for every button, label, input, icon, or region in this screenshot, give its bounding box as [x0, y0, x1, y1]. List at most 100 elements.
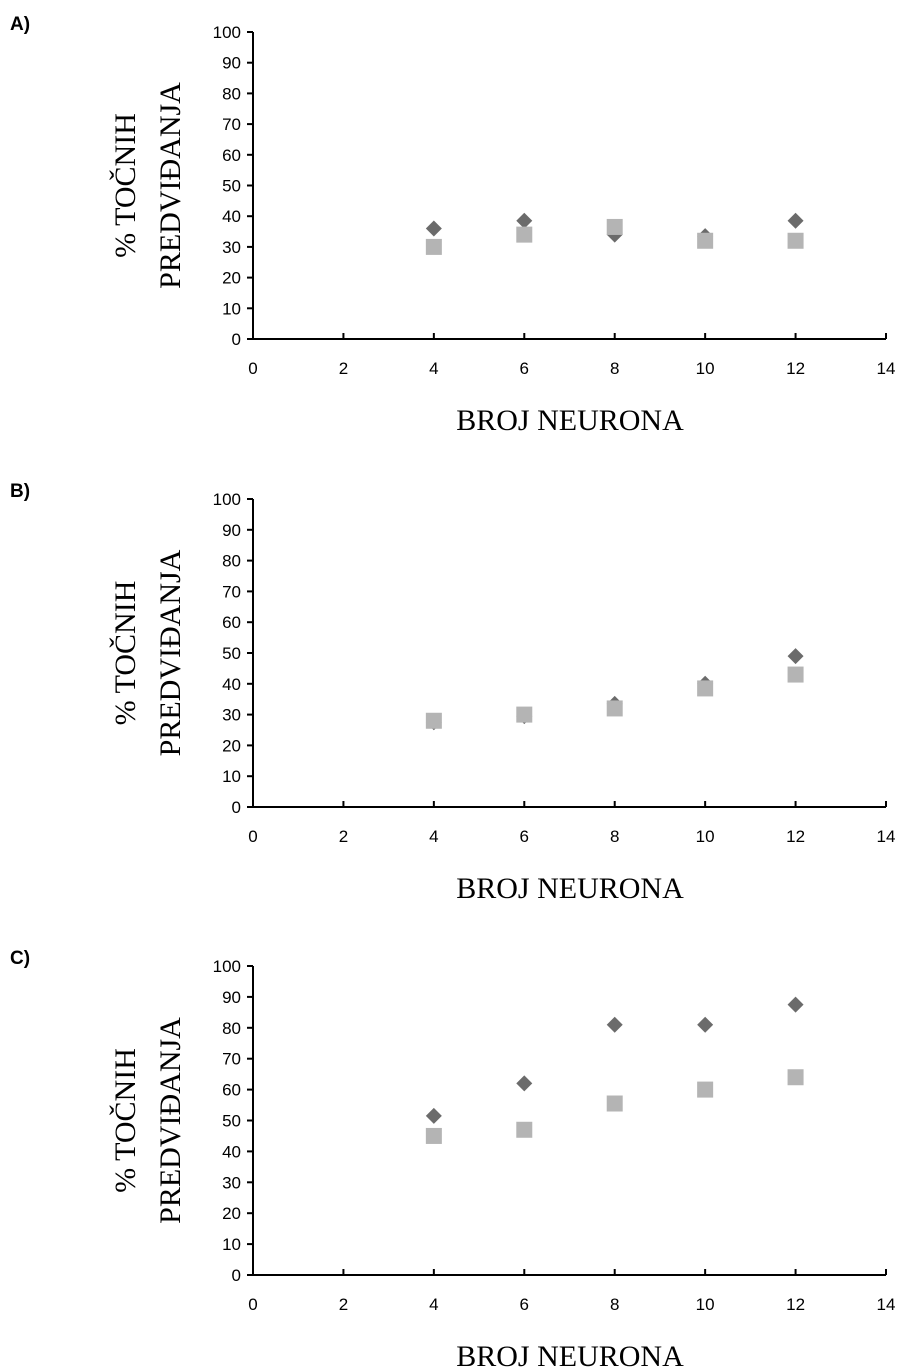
data-point-square: [787, 666, 804, 683]
y-axis-title-line: % TOČNIH: [109, 113, 142, 258]
chart-panel-c: C) 0 10 20 30 40 50 60 70 80 90 100 0 2 4 6 8 10 12 14 BROJ …: [10, 948, 895, 1369]
panel-label: B): [10, 481, 30, 502]
data-point-square: [787, 1069, 804, 1086]
y-tick-label: 10: [222, 767, 241, 786]
y-tick-label: 50: [222, 644, 241, 663]
y-tick-label: 30: [222, 1173, 241, 1192]
data-point-diamond: [606, 1016, 623, 1033]
data-point-diamond: [516, 212, 533, 229]
x-tick-label: 0: [248, 827, 257, 846]
x-tick-label: 10: [696, 359, 715, 378]
x-axis-title: BROJ NEURONA: [456, 404, 684, 437]
y-tick-label: 20: [222, 736, 241, 755]
x-axis-title: BROJ NEURONA: [456, 1340, 684, 1369]
x-tick-label: 12: [786, 827, 805, 846]
data-point-square: [697, 232, 714, 249]
data-point-square: [425, 238, 442, 255]
y-tick-label: 30: [222, 238, 241, 257]
y-tick-label: 80: [222, 84, 241, 103]
x-tick-label: 6: [520, 827, 529, 846]
panel-label: A): [10, 14, 30, 35]
x-tick-label: 14: [877, 359, 896, 378]
data-point-square: [787, 232, 804, 249]
y-axis-title-line: PREDVIĐANJA: [154, 82, 187, 289]
x-tick-label: 14: [877, 827, 896, 846]
x-tick-label: 2: [339, 1295, 348, 1314]
y-tick-label: 80: [222, 552, 241, 571]
y-tick-label: 30: [222, 706, 241, 725]
y-tick-label: 90: [222, 988, 241, 1007]
x-tick-label: 14: [877, 1295, 896, 1314]
data-point-diamond: [425, 220, 442, 237]
data-point-square: [606, 700, 623, 717]
x-tick-label: 0: [248, 359, 257, 378]
data-point-diamond: [697, 1016, 714, 1033]
y-tick-label: 100: [213, 23, 241, 42]
y-tick-label: 90: [222, 54, 241, 73]
y-tick-label: 60: [222, 613, 241, 632]
data-point-diamond: [787, 996, 804, 1013]
x-tick-label: 2: [339, 359, 348, 378]
data-point-square: [516, 706, 533, 723]
data-point-square: [606, 218, 623, 235]
y-axis-title-line: PREDVIĐANJA: [154, 549, 187, 756]
data-point-square: [697, 1081, 714, 1098]
y-axis-title-line: % TOČNIH: [109, 581, 142, 726]
y-tick-label: 80: [222, 1019, 241, 1038]
y-tick-label: 20: [222, 1204, 241, 1223]
y-tick-label: 20: [222, 269, 241, 288]
x-tick-label: 6: [520, 1295, 529, 1314]
y-axis-title: % TOČNIH PREDVIĐANJA: [109, 1017, 187, 1224]
y-tick-label: 60: [222, 146, 241, 165]
x-tick-label: 10: [696, 827, 715, 846]
x-tick-label: 4: [429, 1295, 438, 1314]
y-tick-label: 0: [232, 1266, 241, 1285]
y-tick-label: 40: [222, 1142, 241, 1161]
data-point-diamond: [425, 1107, 442, 1124]
data-point-square: [606, 1095, 623, 1112]
y-tick-label: 40: [222, 207, 241, 226]
y-tick-label: 0: [232, 798, 241, 817]
data-point-square: [516, 1121, 533, 1138]
data-point-square: [425, 1127, 442, 1144]
y-tick-label: 50: [222, 1112, 241, 1131]
y-axis-title: % TOČNIH PREDVIĐANJA: [109, 82, 187, 289]
data-point-diamond: [787, 648, 804, 665]
data-point-diamond: [516, 1075, 533, 1092]
x-tick-label: 10: [696, 1295, 715, 1314]
y-tick-label: 10: [222, 299, 241, 318]
y-tick-label: 40: [222, 675, 241, 694]
x-tick-label: 2: [339, 827, 348, 846]
y-axis-title: % TOČNIH PREDVIĐANJA: [109, 549, 187, 756]
y-tick-label: 70: [222, 1050, 241, 1069]
data-point-square: [425, 712, 442, 729]
y-axis-title-line: PREDVIĐANJA: [154, 1017, 187, 1224]
x-tick-label: 12: [786, 359, 805, 378]
x-axis-title: BROJ NEURONA: [456, 872, 684, 905]
chart-panel-a: A) 0 10 20 30 40 50 60 70 80 90 100 0 2 4 6 8 10 12 14 BROJ …: [10, 14, 895, 437]
x-tick-label: 8: [610, 359, 619, 378]
x-tick-label: 4: [429, 359, 438, 378]
data-point-diamond: [787, 212, 804, 229]
y-tick-label: 100: [213, 490, 241, 509]
y-tick-label: 60: [222, 1081, 241, 1100]
y-tick-label: 70: [222, 582, 241, 601]
chart-panel-b: B) 0 10 20 30 40 50 60 70 80 90 100 0 2 4 6 8 10 12 14 BROJ …: [10, 481, 895, 905]
x-tick-label: 4: [429, 827, 438, 846]
x-tick-label: 12: [786, 1295, 805, 1314]
x-tick-label: 0: [248, 1295, 257, 1314]
y-tick-label: 100: [213, 957, 241, 976]
y-tick-label: 70: [222, 115, 241, 134]
y-tick-label: 50: [222, 177, 241, 196]
y-axis-title-line: % TOČNIH: [109, 1048, 142, 1193]
x-tick-label: 8: [610, 827, 619, 846]
data-point-square: [697, 680, 714, 697]
y-tick-label: 90: [222, 521, 241, 540]
y-tick-label: 10: [222, 1235, 241, 1254]
x-tick-label: 8: [610, 1295, 619, 1314]
x-tick-label: 6: [520, 359, 529, 378]
data-point-square: [516, 226, 533, 243]
y-tick-label: 0: [232, 330, 241, 349]
panel-label: C): [10, 948, 30, 969]
